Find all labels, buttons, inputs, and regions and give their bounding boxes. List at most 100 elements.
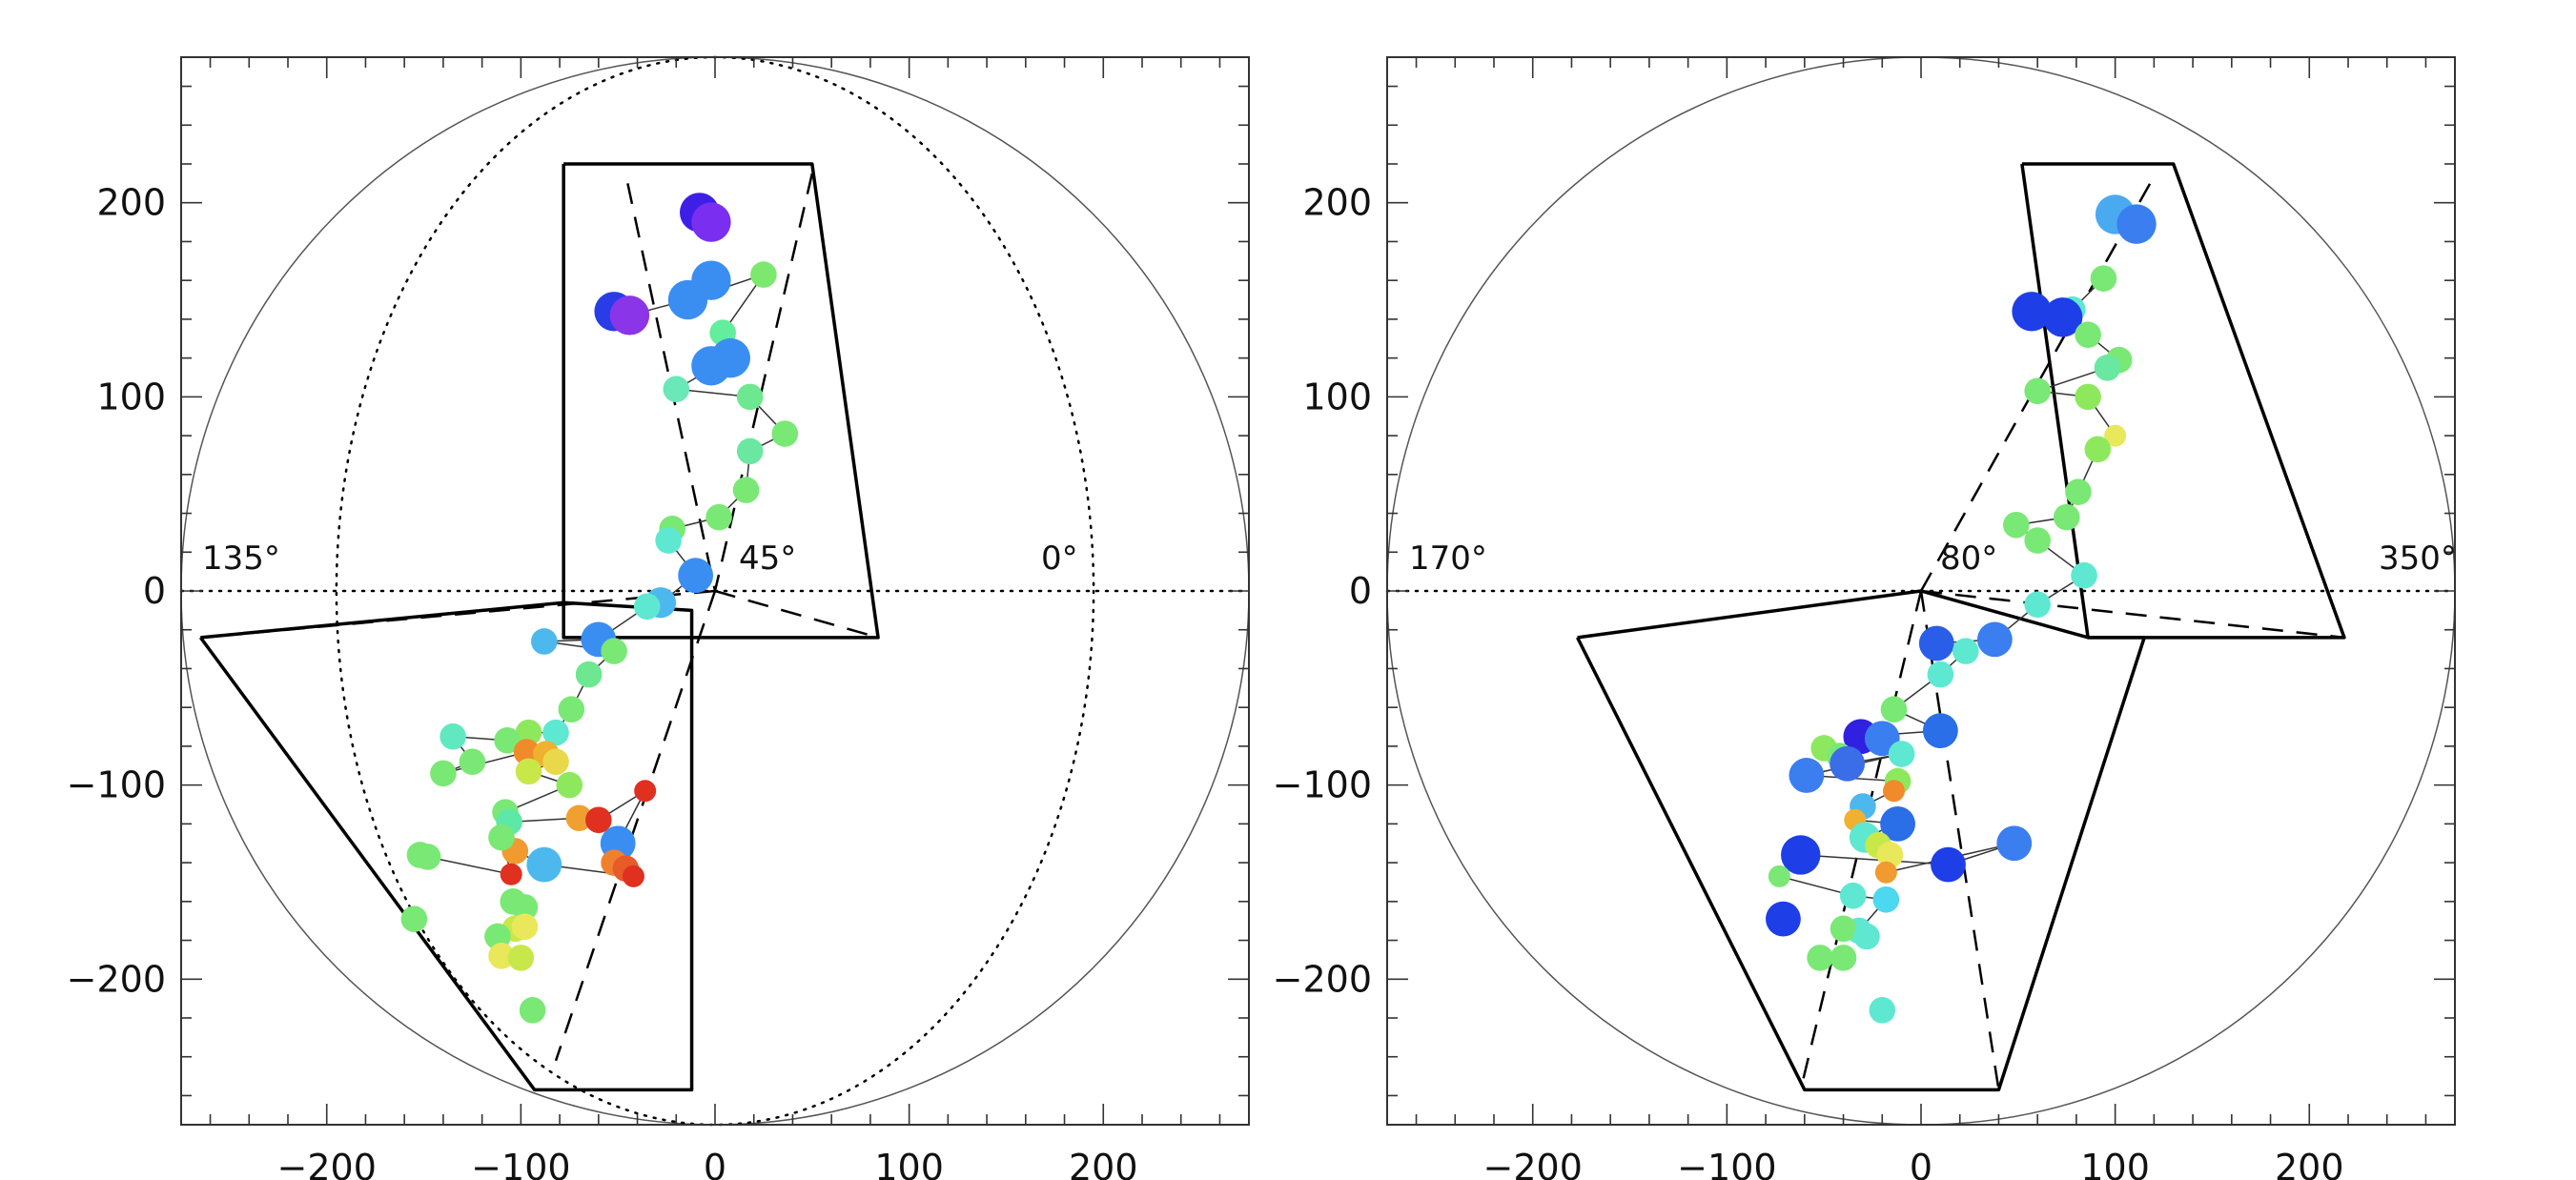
data-point [1789, 758, 1825, 793]
y-tick-label: −100 [67, 764, 166, 806]
data-point [2084, 436, 2112, 463]
data-point [1830, 745, 1866, 782]
angle-label: 135° [202, 539, 280, 578]
data-point [2053, 503, 2080, 531]
data-point [691, 260, 731, 300]
data-point [519, 997, 546, 1024]
data-point [515, 758, 542, 785]
data-point [1874, 861, 1897, 884]
data-point [1872, 885, 1900, 913]
data-point [1922, 713, 1958, 749]
tree-link [1800, 854, 1949, 865]
x-tick-label: −100 [1677, 1147, 1776, 1180]
data-point [488, 943, 515, 969]
sector-outline-1 [2020, 162, 2346, 640]
sector-outline-2 [198, 600, 694, 1092]
data-point [1876, 842, 1904, 868]
dashed-line-2 [713, 173, 814, 592]
x-tick-label: 100 [874, 1147, 944, 1180]
angle-label: 45° [739, 539, 796, 578]
data-point [1952, 638, 1979, 664]
data-point [732, 477, 760, 503]
data-point [488, 824, 515, 851]
x-tick-label: 200 [1069, 1147, 1138, 1180]
data-point [558, 696, 585, 723]
y-tick-label: −200 [67, 958, 166, 1000]
data-point [678, 558, 714, 594]
dashed-line-5 [200, 589, 716, 640]
data-point [542, 719, 569, 746]
dashed-line-4 [554, 590, 717, 1062]
data-point [2104, 424, 2127, 447]
data-point [2012, 292, 2052, 332]
data-point [2024, 377, 2051, 405]
data-point [601, 638, 627, 664]
y-tick-label: −200 [1273, 958, 1372, 1000]
sector-outline-1 [562, 162, 880, 640]
data-point [511, 913, 539, 941]
tree-link [427, 856, 512, 876]
data-point [1869, 997, 1896, 1024]
data-point [750, 261, 777, 288]
data-point [1830, 945, 1857, 971]
data-point [515, 719, 542, 746]
data-point [513, 739, 541, 765]
data-point [1839, 882, 1867, 909]
data-point [1768, 865, 1790, 887]
data-point [736, 437, 764, 465]
x-tick-label: 0 [704, 1147, 726, 1180]
data-point [556, 771, 583, 799]
dashed-line-4 [1920, 589, 2345, 640]
data-point [2024, 591, 2051, 619]
data-point [507, 945, 535, 971]
data-point [406, 842, 434, 868]
data-point [1830, 915, 1857, 943]
x-tick-label: −100 [471, 1147, 570, 1180]
y-tick-label: 100 [96, 376, 166, 417]
data-point [1882, 780, 1905, 803]
angle-label: 80° [1940, 539, 1997, 578]
data-point [459, 748, 486, 775]
data-point [2071, 561, 2097, 589]
data-point [440, 722, 466, 750]
dashed-line-3 [714, 589, 879, 640]
data-point [1880, 805, 1915, 842]
data-point [1918, 625, 1954, 661]
dashed-line-1 [1919, 182, 2152, 592]
data-point [771, 420, 799, 447]
data-point [634, 780, 657, 803]
x-tick-label: −200 [1483, 1147, 1583, 1180]
data-point [1927, 661, 1954, 688]
data-point [2116, 204, 2157, 244]
data-point [1781, 835, 1821, 875]
data-point [2094, 355, 2121, 381]
x-tick-label: 100 [2080, 1147, 2150, 1180]
data-point [2042, 297, 2083, 337]
data-point [705, 503, 732, 531]
y-tick-label: 0 [143, 570, 166, 612]
right-chart-panel: −200 −100 0 100 200 −200 −100 0 100 200 170° 80° 350… [1273, 56, 2457, 1180]
y-tick-label: 0 [1349, 570, 1372, 612]
y-tick-label: 100 [1302, 376, 1372, 417]
data-point [2065, 478, 2092, 505]
data-point [609, 295, 650, 336]
data-point [736, 383, 764, 411]
data-point [2024, 527, 2051, 554]
data-point [585, 806, 612, 834]
data-point [1996, 825, 2033, 862]
angle-label: 170° [1409, 539, 1487, 578]
data-point [494, 727, 521, 754]
data-point [1888, 741, 1915, 767]
data-point [400, 905, 428, 932]
data-point [2090, 265, 2117, 292]
data-point [1976, 621, 2013, 658]
data-point [691, 202, 731, 242]
data-point [655, 527, 682, 554]
data-point [1931, 846, 1966, 883]
data-point [2075, 383, 2101, 411]
data-point [542, 748, 569, 775]
y-tick-label: 200 [96, 182, 166, 224]
angle-label: 350° [2379, 539, 2457, 578]
data-point [691, 346, 731, 386]
